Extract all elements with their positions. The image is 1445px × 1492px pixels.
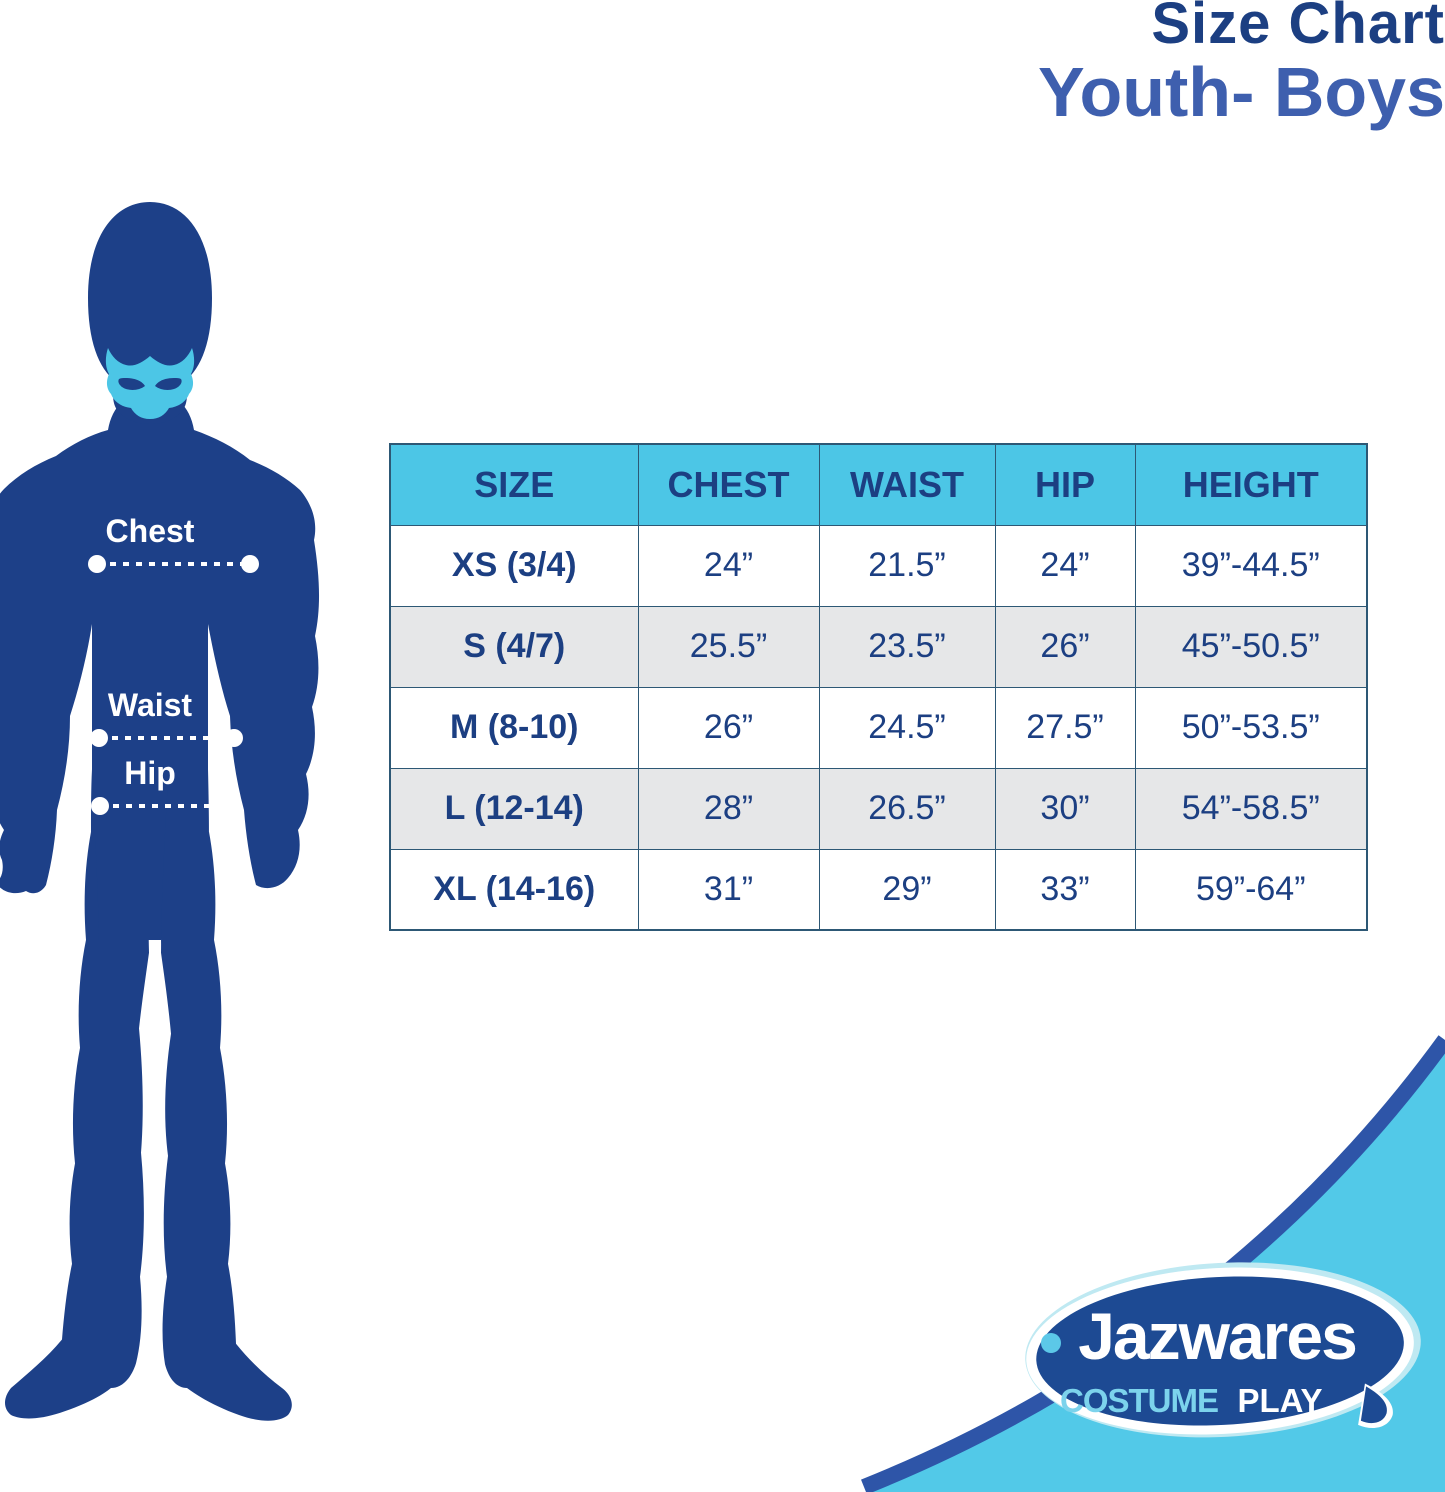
svg-text:Jazwares: Jazwares [1078,1299,1356,1373]
svg-text:COSTUME: COSTUME [1060,1382,1218,1419]
svg-text:PLAY: PLAY [1238,1382,1323,1419]
